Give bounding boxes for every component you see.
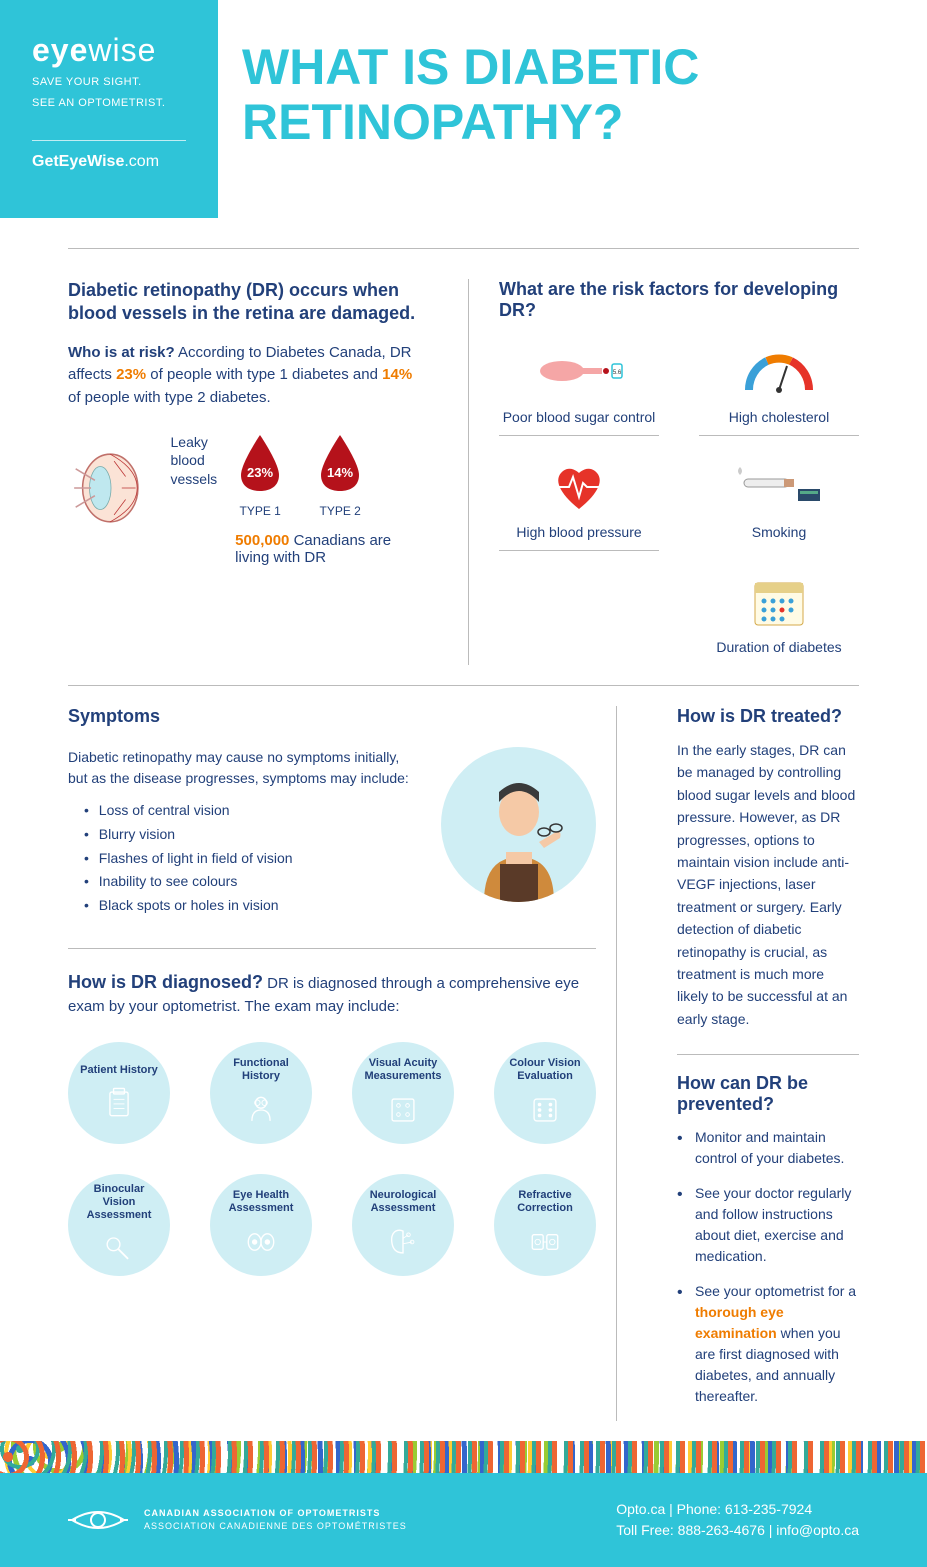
treated-heading: How is DR treated? <box>677 706 859 727</box>
diag-item: Visual Acuity Measurements <box>352 1042 454 1144</box>
treated-text: In the early stages, DR can be managed b… <box>677 739 859 1030</box>
diag-icon <box>237 1222 285 1262</box>
diag-item: Eye Health Assessment <box>210 1174 312 1276</box>
page-title: WHAT IS DIABETIC RETINOPATHY? <box>242 40 927 150</box>
diag-item: Functional History <box>210 1042 312 1144</box>
diag-item: Refractive Correction <box>494 1174 596 1276</box>
list-item: See your doctor regularly and follow ins… <box>677 1183 859 1267</box>
cigarette-icon <box>734 456 824 516</box>
list-item: Monitor and maintain control of your dia… <box>677 1127 859 1169</box>
hand-blood-icon: 5.6 <box>534 341 624 401</box>
risk-section: What are the risk factors for developing… <box>468 279 859 665</box>
tagline-1: SAVE YOUR SIGHT. <box>32 75 186 90</box>
header: eyewise SAVE YOUR SIGHT. SEE AN OPTOMETR… <box>0 0 927 218</box>
footer-contact: Opto.ca | Phone: 613-235-7924 Toll Free:… <box>616 1499 859 1541</box>
diag-item: Neurological Assessment <box>352 1174 454 1276</box>
drop-type1: 23% TYPE 1 <box>235 433 285 518</box>
logo: eyewise <box>32 32 186 69</box>
calendar-icon <box>734 571 824 631</box>
org-name: CANADIAN ASSOCIATION OF OPTOMETRISTS ASS… <box>144 1507 407 1534</box>
person-glasses-icon <box>441 747 596 902</box>
diag-icon <box>379 1222 427 1262</box>
eye-anatomy-icon <box>68 433 153 543</box>
symptoms-section: Symptoms Diabetic retinopathy may cause … <box>68 706 617 1421</box>
risk-item: High blood pressure <box>499 456 659 551</box>
symptoms-heading: Symptoms <box>68 706 596 727</box>
canadians-stat: 500,000 Canadians are living with DR <box>235 532 428 566</box>
blood-drop-icon: 23% <box>235 433 285 493</box>
prevention-section: How can DR be prevented? Monitor and mai… <box>677 1054 859 1407</box>
diag-item: Binocular Vision Assessment <box>68 1174 170 1276</box>
divider <box>68 248 859 249</box>
intro-section: Diabetic retinopathy (DR) occurs when bl… <box>68 279 428 665</box>
diagnosed-section: How is DR diagnosed? DR is diagnosed thr… <box>68 948 596 1277</box>
eye-label: Leaky blood vessels <box>171 433 218 488</box>
tagline-2: SEE AN OPTOMETRIST. <box>32 96 186 111</box>
title-block: WHAT IS DIABETIC RETINOPATHY? <box>218 0 927 218</box>
risk-item: High cholesterol <box>699 341 859 436</box>
svg-text:14%: 14% <box>327 465 353 480</box>
diag-item: Colour Vision Evaluation <box>494 1042 596 1144</box>
footer: CANADIAN ASSOCIATION OF OPTOMETRISTS ASS… <box>0 1473 927 1567</box>
diag-icon <box>521 1222 569 1262</box>
diag-icon <box>521 1090 569 1130</box>
risk-heading: What are the risk factors for developing… <box>499 279 859 321</box>
prevented-heading: How can DR be prevented? <box>677 1073 859 1115</box>
eye-logo-icon <box>68 1502 128 1538</box>
decorative-dots <box>0 1441 927 1473</box>
svg-text:23%: 23% <box>247 465 273 480</box>
diag-icon <box>237 1090 285 1130</box>
blood-drop-icon: 14% <box>315 433 365 493</box>
diag-icon <box>95 1228 143 1268</box>
website: GetEyeWise.com <box>32 140 186 171</box>
risk-item: Duration of diabetes <box>699 571 859 665</box>
intro-text: Who is at risk? According to Diabetes Ca… <box>68 342 428 410</box>
gauge-icon <box>734 341 824 401</box>
diagnosed-heading: How is DR diagnosed? <box>68 972 263 992</box>
heart-ecg-icon <box>534 456 624 516</box>
risk-item: 5.6 Poor blood sugar control <box>499 341 659 436</box>
drop-type2: 14% TYPE 2 <box>315 433 365 518</box>
diag-icon <box>379 1090 427 1130</box>
list-item: See your optometrist for a thorough eye … <box>677 1281 859 1407</box>
diag-item: Patient History <box>68 1042 170 1144</box>
risk-item: Smoking <box>699 456 859 551</box>
svg-text:5.6: 5.6 <box>613 370 622 376</box>
diag-icon <box>95 1083 143 1123</box>
treatment-section: How is DR treated? In the early stages, … <box>657 706 859 1421</box>
intro-heading: Diabetic retinopathy (DR) occurs when bl… <box>68 279 428 326</box>
brand-block: eyewise SAVE YOUR SIGHT. SEE AN OPTOMETR… <box>0 0 218 218</box>
